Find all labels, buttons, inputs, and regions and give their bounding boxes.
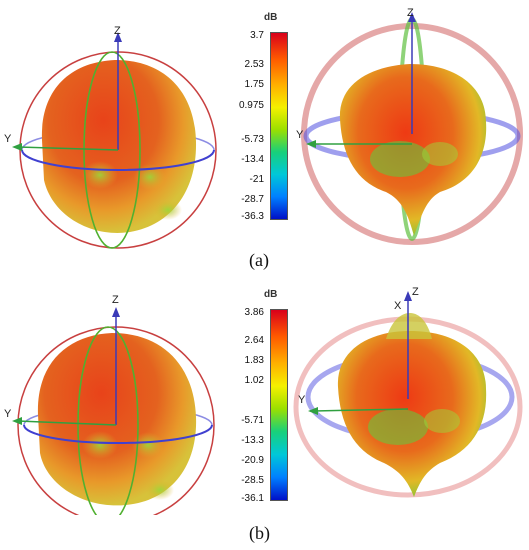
scale-tick: 1.75: [244, 79, 264, 90]
figure-a: Z Y dB 3.7 2.53 1.75 0.975 -5.73 -13.4 -…: [4, 7, 523, 270]
z-axis-label: Z: [114, 25, 121, 37]
scale-tick: 3.7: [250, 30, 264, 41]
scale-tick: -36.1: [241, 493, 264, 504]
scale-unit-label: dB: [264, 12, 278, 23]
z-axis-label: Z: [112, 294, 119, 306]
scale-tick: -28.7: [241, 194, 264, 205]
radiation-pattern-right-b: Z X Y: [293, 286, 523, 498]
color-scale-a: dB 3.7 2.53 1.75 0.975 -5.73 -13.4 -21 -…: [226, 10, 290, 222]
y-axis-label: Y: [296, 129, 304, 141]
z-axis-label: Z: [407, 7, 414, 19]
scale-tick: 1.83: [244, 355, 264, 366]
scale-tick: -5.71: [241, 415, 264, 426]
figure-caption-b: (b): [249, 523, 270, 543]
scale-tick: -28.5: [241, 475, 264, 486]
scale-tick: -36.3: [241, 211, 264, 222]
scale-tick: -21: [249, 174, 264, 185]
scale-tick: -5.73: [241, 134, 264, 145]
figure-b: Z Y dB 3.86 2.64 1.83 1.02 -5.71 -13.3 -…: [0, 275, 529, 550]
scale-tick: -13.3: [241, 435, 264, 446]
radiation-pattern-left-a: Z Y: [4, 25, 217, 249]
radiation-pattern-left-b: Z Y: [4, 294, 215, 515]
y-axis-label: Y: [298, 394, 306, 406]
scale-tick: 2.53: [244, 59, 264, 70]
scale-tick: -20.9: [241, 455, 264, 466]
scale-tick: 0.975: [238, 100, 264, 111]
scale-tick: -13.4: [241, 154, 264, 165]
color-scale-b: dB 3.86 2.64 1.83 1.02 -5.71 -13.3 -20.9…: [226, 287, 290, 504]
z-axis-label: Z: [412, 286, 419, 298]
color-gradient-bar: [270, 309, 288, 501]
y-axis-label: Y: [4, 133, 12, 145]
scale-unit-label: dB: [264, 289, 278, 300]
color-gradient-bar: [270, 32, 288, 220]
scale-tick: 2.64: [244, 335, 264, 346]
radiation-pattern-right-a: Z Y: [296, 7, 523, 245]
y-axis-label: Y: [4, 408, 12, 420]
figure-caption-a: (a): [249, 250, 269, 270]
scale-tick: 1.02: [244, 375, 264, 386]
x-axis-label: X: [394, 300, 402, 312]
scale-tick: 3.86: [244, 307, 264, 318]
